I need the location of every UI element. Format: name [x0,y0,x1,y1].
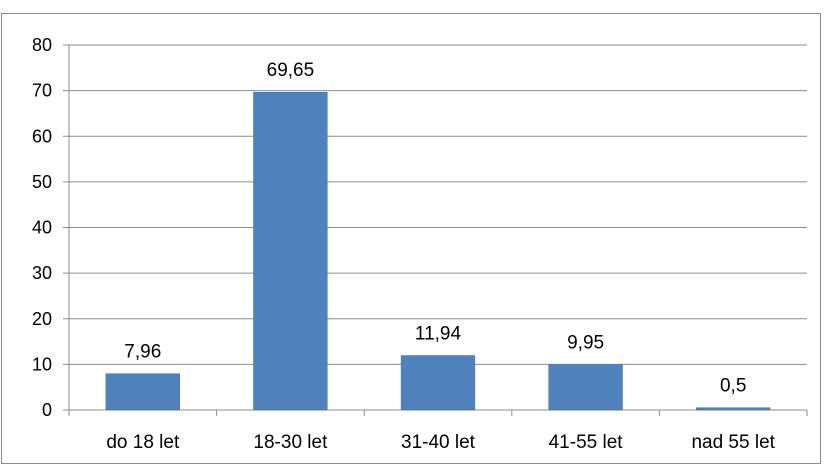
data-label: 9,95 [567,333,604,354]
y-tick-label: 10 [32,354,52,374]
x-axis: do 18 let 18-30 let 31-40 let 41-55 let nad … [68,409,808,453]
bar-4 [696,407,771,411]
y-tick-label: 60 [32,126,52,146]
bar-1 [253,91,328,411]
y-axis: 0 10 20 30 40 50 60 70 80 [32,35,70,420]
data-label: 11,94 [415,324,462,345]
y-tick-label: 30 [32,263,52,283]
y-tick-label: 80 [32,35,52,55]
x-tick-label: 18-30 let [253,432,328,453]
bar-2 [400,355,476,411]
data-label: 7,96 [124,342,161,363]
bars [105,91,771,411]
y-tick-label: 20 [32,309,52,329]
x-tick-label: do 18 let [106,432,180,453]
y-tick-label: 70 [32,81,52,101]
y-tick-label: 40 [32,218,52,238]
data-label: 69,65 [267,60,315,81]
y-tick-label: 0 [42,400,52,420]
x-tick-label: nad 55 let [691,432,775,453]
data-labels: 7,96 69,65 11,94 9,95 0,5 [124,60,746,396]
data-label: 0,5 [720,376,746,397]
y-tick-label: 50 [32,172,52,192]
x-tick-label: 31-40 let [401,432,476,453]
gridlines [69,44,807,365]
bar-0 [105,373,180,411]
x-tick-label: 41-55 let [549,432,624,453]
bar-3 [548,364,623,411]
